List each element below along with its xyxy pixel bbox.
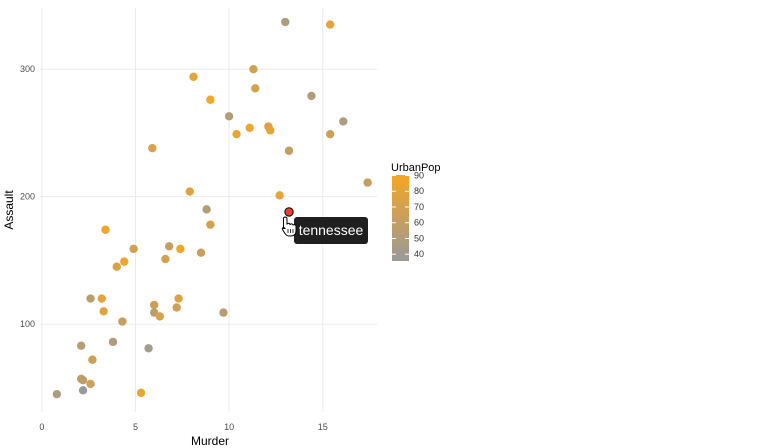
data-point	[108, 337, 118, 347]
data-point	[120, 257, 129, 266]
data-point	[339, 117, 348, 126]
data-point	[281, 17, 290, 27]
tooltip-label: tennessee	[299, 222, 364, 238]
data-point	[88, 355, 97, 364]
data-point	[232, 129, 241, 139]
highlighted-data-point	[284, 207, 294, 217]
x-tick-label: 10	[224, 422, 234, 432]
data-point	[176, 244, 185, 254]
data-point	[97, 294, 106, 303]
x-tick-label: 5	[133, 422, 138, 432]
data-point	[275, 191, 284, 200]
data-point	[155, 312, 165, 321]
color-legend: UrbanPop 40 50 60 70 80 90	[391, 162, 441, 261]
data-point	[86, 379, 95, 389]
legend-title: UrbanPop	[391, 162, 441, 174]
data-point	[224, 112, 234, 121]
legend-ticks: 40 50 60 70 80 90	[392, 171, 424, 259]
data-point	[161, 254, 170, 264]
data-point	[307, 91, 316, 101]
data-point	[251, 84, 260, 93]
data-point	[284, 146, 294, 155]
data-point	[112, 262, 121, 271]
tooltip-box	[294, 217, 368, 244]
legend-tick-label: 90	[414, 171, 424, 181]
data-point	[174, 294, 183, 303]
data-point	[118, 317, 127, 326]
y-tick-label: 100	[20, 319, 35, 329]
data-point	[325, 20, 335, 29]
data-point	[206, 95, 215, 104]
x-tick-label: 15	[318, 422, 328, 432]
data-point	[129, 244, 138, 254]
x-tick-label: 0	[39, 422, 44, 432]
data-point	[78, 386, 88, 395]
data-point	[219, 308, 228, 317]
data-point	[136, 388, 146, 398]
data-point	[185, 187, 194, 196]
legend-tick-label: 40	[414, 249, 424, 259]
legend-tick-label: 50	[414, 233, 424, 243]
data-point	[202, 205, 211, 214]
x-axis-title: Murder	[191, 434, 229, 448]
data-point	[325, 129, 335, 139]
legend-tick-label: 70	[414, 202, 424, 212]
data-point	[206, 220, 215, 229]
data-point	[99, 307, 108, 316]
data-point	[148, 143, 157, 153]
data-point	[164, 242, 174, 251]
data-point	[52, 389, 62, 399]
data-point	[76, 374, 86, 384]
data-point	[76, 341, 86, 350]
y-axis-ticks: 100 200 300	[20, 64, 35, 329]
grid-lines	[40, 8, 377, 412]
y-tick-label: 300	[20, 64, 35, 74]
data-points	[52, 17, 372, 399]
data-point	[144, 344, 153, 353]
data-point	[196, 248, 206, 257]
data-point	[150, 300, 159, 310]
tooltip: tennessee	[294, 217, 368, 244]
y-tick-label: 200	[20, 192, 35, 202]
data-point	[363, 178, 372, 187]
legend-tick-label: 60	[414, 218, 424, 228]
legend-colorbar	[392, 175, 409, 261]
x-axis-ticks: 0 5 10 15	[39, 422, 327, 432]
hand-cursor-icon	[281, 216, 297, 237]
legend-tick-label: 80	[414, 186, 424, 196]
data-point	[249, 64, 258, 74]
data-point	[266, 126, 275, 135]
data-point	[245, 123, 254, 132]
data-point	[101, 225, 110, 234]
y-axis-title: Assault	[2, 190, 16, 230]
data-point	[172, 303, 181, 312]
data-point	[86, 294, 95, 303]
data-point	[189, 72, 198, 82]
